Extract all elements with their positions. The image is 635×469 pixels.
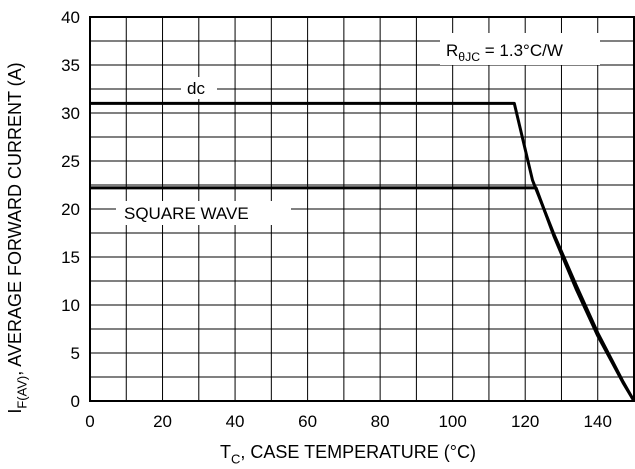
series-label-dc: dc bbox=[187, 79, 205, 98]
x-tick-label: 20 bbox=[153, 412, 172, 431]
y-tick-label: 0 bbox=[71, 392, 80, 411]
x-tick-label: 60 bbox=[298, 412, 317, 431]
series-label-backgrounds bbox=[116, 33, 600, 225]
text-labels: 0 20 40 60 80 100 120 140 0 5 10 15 20 25 30 35 40 TC, CA… bbox=[5, 8, 612, 466]
series-label-background bbox=[116, 201, 291, 225]
annotation-thermal-resistance: RθJC = 1.3°C/W bbox=[446, 41, 563, 64]
x-tick-label: 120 bbox=[511, 412, 539, 431]
x-tick-label: 0 bbox=[85, 412, 94, 431]
y-tick-label: 10 bbox=[61, 296, 80, 315]
y-axis-title: IF(AV), AVERAGE FORWARD CURRENT (A) bbox=[5, 62, 29, 413]
x-tick-label: 140 bbox=[584, 412, 612, 431]
x-tick-label: 100 bbox=[438, 412, 466, 431]
y-tick-label: 15 bbox=[61, 248, 80, 267]
y-tick-label: 5 bbox=[71, 344, 80, 363]
series-label-background bbox=[181, 77, 217, 99]
y-tick-label: 20 bbox=[61, 200, 80, 219]
x-tick-label: 80 bbox=[371, 412, 390, 431]
x-axis-title: TC, CASE TEMPERATURE (°C) bbox=[220, 442, 476, 466]
y-tick-label: 40 bbox=[61, 8, 80, 27]
series-lines bbox=[90, 101, 635, 402]
series-label-square-wave: SQUARE WAVE bbox=[124, 204, 249, 223]
y-tick-label: 30 bbox=[61, 104, 80, 123]
y-tick-label: 25 bbox=[61, 152, 80, 171]
series-line-dc bbox=[90, 101, 635, 402]
y-tick-label: 35 bbox=[61, 56, 80, 75]
x-tick-label: 40 bbox=[226, 412, 245, 431]
annotation-background bbox=[440, 33, 600, 65]
plot-frame bbox=[89, 16, 635, 402]
series-line-square-wave bbox=[90, 186, 635, 402]
